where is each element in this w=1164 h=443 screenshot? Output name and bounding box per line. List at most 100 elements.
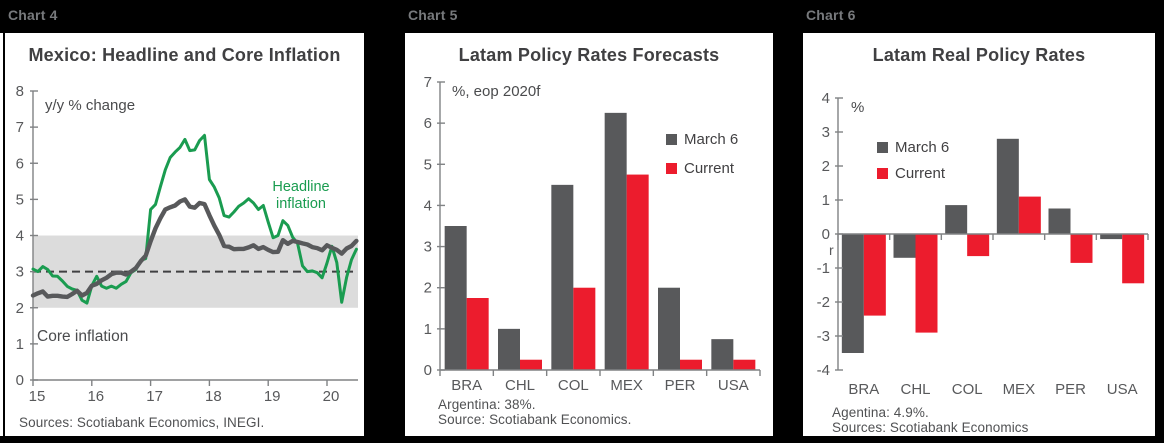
core-inflation-label: Core inflation — [37, 328, 129, 345]
chart6-unit-label: % — [851, 99, 865, 116]
bar-march-6-BRA — [841, 234, 864, 353]
category-label: COL — [952, 381, 983, 398]
x-tick-label: 16 — [87, 388, 104, 405]
y-tick-label: 3 — [822, 124, 830, 141]
y-tick-label: -4 — [817, 362, 830, 379]
chart5-panel: 0 1 2 3 4 5 6 7 BRA CHL COL MEX PER USA Latam Policy … — [405, 33, 773, 436]
march6-swatch-icon — [666, 134, 677, 145]
y-tick-label: 3 — [16, 264, 24, 281]
bar-march-6-COL — [945, 205, 968, 234]
y-tick-label: -2 — [817, 294, 830, 311]
category-label: BRA — [451, 377, 482, 394]
chart5-note: Argentina: 38%. — [438, 397, 536, 412]
category-label: USA — [1107, 381, 1138, 398]
y-tick-label: 4 — [424, 197, 432, 214]
headline-inflation-label: Headline inflation — [272, 179, 330, 212]
y-tick-label: 1 — [16, 336, 24, 353]
y-tick-label: 6 — [424, 115, 432, 132]
y-tick-label: -1 — [817, 260, 830, 277]
y-tick-label: 5 — [424, 156, 432, 173]
chart6-bar-plot: -4 -3 -2 -1 0 1 2 3 4 BRA CHL COL MEX PER USA — [817, 90, 1149, 398]
chart6-legend: March 6 Current — [877, 139, 949, 182]
page-left-edge — [0, 33, 3, 436]
y-tick-label: 4 — [822, 90, 830, 107]
current-legend-label: Current — [895, 165, 946, 182]
chart5-bar-plot: 0 1 2 3 4 5 6 7 BRA CHL COL MEX PER USA — [424, 74, 761, 394]
current-swatch-icon — [666, 163, 677, 174]
chart5-legend: March 6 Current — [666, 131, 738, 177]
bar-march-6-USA — [1100, 234, 1123, 240]
chart4-title: Mexico: Headline and Core Inflation — [28, 45, 341, 65]
y-tick-label: 2 — [16, 300, 24, 317]
march6-legend-label: March 6 — [895, 139, 950, 156]
chart6-panel: r -4 -3 -2 -1 0 1 2 3 4 BRA CHL COL MEX PER USA Latam … — [803, 33, 1155, 436]
x-tick-label: 15 — [29, 388, 46, 405]
bar-current-BRA — [466, 298, 489, 370]
bar-current-MEX — [626, 174, 649, 370]
series-line-core-inflation — [30, 197, 359, 300]
y-tick-label: 1 — [822, 192, 830, 209]
chart4-sources: Sources: Scotiabank Economics, INEGI. — [19, 415, 265, 430]
category-label: CHL — [505, 377, 535, 394]
legend-row-current: Current — [666, 160, 738, 177]
y-tick-label: 7 — [16, 119, 24, 136]
chart4-panel: 0 1 2 3 4 5 6 7 8 15 16 17 18 19 20 Mexico: Headline a… — [5, 33, 364, 436]
bar-current-PER — [680, 359, 702, 370]
category-label: MEX — [1003, 381, 1036, 398]
bar-march-6-PER — [658, 287, 680, 370]
bar-march-6-PER — [1048, 208, 1071, 234]
bar-current-COL — [967, 234, 990, 257]
chart4-line-plot: 0 1 2 3 4 5 6 7 8 15 16 17 18 19 20 — [16, 83, 359, 405]
y-tick-label: 2 — [424, 280, 432, 297]
bar-march-6-CHL — [498, 328, 520, 370]
y-tick-label: 4 — [16, 228, 24, 245]
y-tick-label: 0 — [16, 372, 24, 389]
series-line-headline-inflation — [31, 133, 358, 305]
bar-march-6-COL — [551, 184, 574, 370]
category-label: PER — [1055, 381, 1086, 398]
category-label: BRA — [848, 381, 879, 398]
march6-swatch-icon — [877, 142, 888, 153]
bar-current-MEX — [1018, 196, 1041, 234]
y-tick-label: 1 — [424, 321, 432, 338]
chart5-header-label: Chart 5 — [408, 7, 458, 23]
category-label: COL — [558, 377, 589, 394]
bar-march-6-MEX — [604, 112, 627, 370]
march6-legend-label: March 6 — [684, 131, 739, 148]
chart6-title: Latam Real Policy Rates — [872, 45, 1086, 65]
category-label: CHL — [900, 381, 930, 398]
legend-row-current: Current — [877, 165, 949, 182]
y-tick-label: 6 — [16, 155, 24, 172]
bar-current-BRA — [863, 234, 886, 316]
category-label: USA — [718, 377, 749, 394]
y-tick-label: 8 — [16, 83, 24, 100]
x-tick-label: 18 — [205, 388, 222, 405]
y-tick-label: 0 — [424, 362, 432, 379]
current-swatch-icon — [877, 168, 888, 179]
chart5-title: Latam Policy Rates Forecasts — [458, 45, 720, 65]
y-tick-label: 5 — [16, 191, 24, 208]
chart4-header-label: Chart 4 — [8, 7, 58, 23]
y-tick-label: 7 — [424, 74, 432, 91]
chart5-unit-label: %, eop 2020f — [452, 83, 541, 100]
y-tick-label: 3 — [424, 239, 432, 256]
category-label: MEX — [610, 377, 643, 394]
bar-march-6-CHL — [893, 234, 916, 258]
chart4-unit-label: y/y % change — [45, 97, 136, 114]
bar-current-USA — [1122, 234, 1145, 284]
bar-march-6-MEX — [996, 138, 1019, 234]
bar-current-PER — [1070, 234, 1093, 263]
y-tick-label: 2 — [822, 158, 830, 175]
bar-current-USA — [733, 359, 756, 370]
legend-row-march6: March 6 — [666, 131, 738, 148]
bar-march-6-USA — [711, 339, 734, 370]
x-tick-label: 20 — [323, 388, 340, 405]
x-tick-label: 17 — [146, 388, 163, 405]
y-tick-label: -3 — [817, 328, 830, 345]
clipped-text-fragment: r — [829, 242, 834, 258]
y-tick-label: 0 — [822, 226, 830, 243]
chart6-sources: Sources: Scotiabank Economics — [832, 420, 1029, 435]
bar-current-CHL — [915, 234, 938, 333]
bar-march-6-BRA — [444, 226, 467, 370]
x-tick-label: 19 — [264, 388, 281, 405]
